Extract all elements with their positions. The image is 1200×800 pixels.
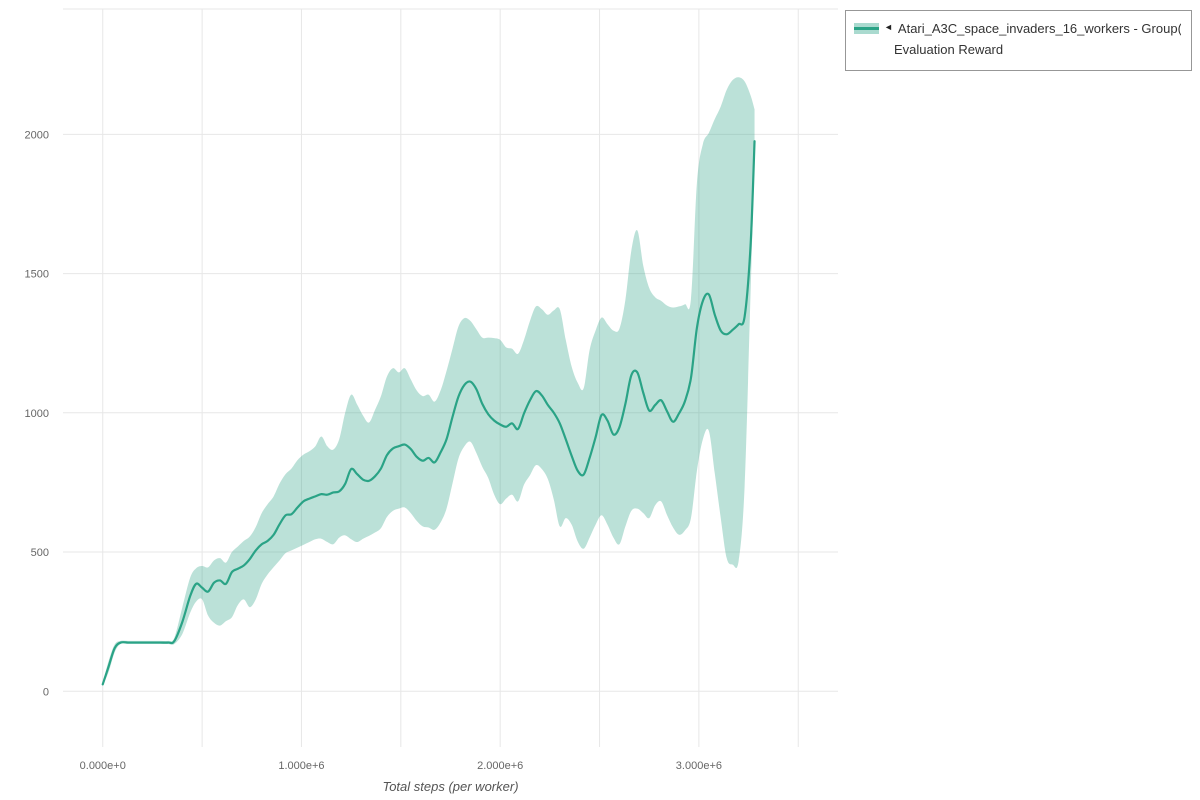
- legend-item[interactable]: ◄ Atari_A3C_space_invaders_16_workers - …: [854, 18, 1181, 39]
- series-band: [102, 77, 755, 686]
- series-layer: [101, 77, 756, 686]
- series-line: [101, 140, 756, 686]
- series-swatch-icon: [854, 23, 879, 35]
- x-axis-title: Total steps (per worker): [382, 779, 518, 794]
- x-tick-label: 2.000e+6: [477, 760, 523, 772]
- y-tick-label: 1500: [25, 269, 49, 281]
- y-tick-label: 1000: [25, 408, 49, 420]
- legend-series-name-line2: Evaluation Reward: [894, 42, 1004, 58]
- x-tick-label: 3.000e+6: [676, 760, 722, 772]
- grid-layer: [63, 8, 838, 747]
- y-tick-label: 2000: [25, 129, 49, 141]
- x-tick-label: 1.000e+6: [278, 760, 324, 772]
- legend-box: ◄ Atari_A3C_space_invaders_16_workers - …: [845, 10, 1192, 71]
- y-tick-label: 500: [31, 547, 49, 559]
- axis-layer: 0 500 1000 1500 2000 0.000e+0 1.000e+6 2.000e+6…: [25, 129, 722, 772]
- collapse-arrow-icon[interactable]: ◄: [884, 22, 893, 33]
- y-tick-label: 0: [43, 686, 49, 698]
- legend-series-name: Atari_A3C_space_invaders_16_workers - Gr…: [897, 21, 1181, 36]
- x-tick-label: 0.000e+0: [80, 760, 126, 772]
